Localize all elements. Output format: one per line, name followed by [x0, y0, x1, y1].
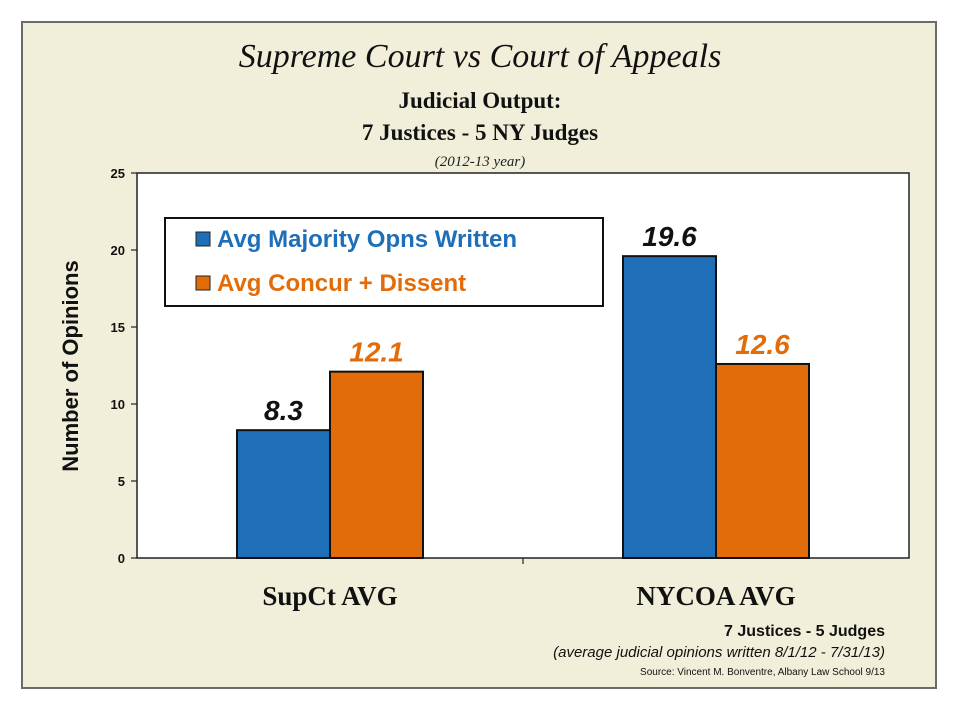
y-tick-label: 5: [118, 474, 125, 489]
data-label: 12.6: [735, 329, 790, 360]
bar: [329, 370, 424, 559]
chart-title: Supreme Court vs Court of Appeals: [238, 38, 722, 75]
y-tick-label: 15: [111, 320, 125, 335]
y-axis: 0 5 10 15 20 25: [111, 166, 137, 566]
chart-subtitle-line2: 7 Justices - 5 NY Judges: [361, 120, 599, 145]
y-tick-label: 10: [111, 397, 125, 412]
y-tick-label: 20: [111, 243, 125, 258]
legend-label: Avg Concur + Dissent: [217, 270, 466, 297]
chart-period: (2012-13 year): [434, 154, 526, 170]
y-tick-label: 0: [118, 551, 125, 566]
x-category-label: NYCOA AVG: [636, 581, 795, 611]
bar: [236, 429, 331, 559]
legend-label: Avg Majority Opns Written: [217, 226, 517, 253]
legend-box: [164, 217, 604, 307]
legend: Avg Majority Opns Written Avg Concur + Di…: [164, 217, 604, 307]
source-note: Source: Vincent M. Bonventre, Albany Law…: [640, 667, 885, 678]
data-label: 8.3: [264, 395, 303, 426]
footnote-counts: 7 Justices - 5 Judges: [724, 623, 885, 640]
y-axis-label: Number of Opinions: [58, 260, 83, 471]
chart-subtitle-line1: Judicial Output:: [398, 88, 562, 113]
footnote-period: (average judicial opinions written 8/1/1…: [553, 644, 885, 661]
x-axis: SupCt AVG NYCOA AVG: [262, 558, 796, 611]
y-tick-label: 25: [111, 166, 125, 181]
bar: [715, 362, 810, 559]
bars: [236, 255, 810, 559]
data-label: 19.6: [642, 221, 697, 252]
x-category-label: SupCt AVG: [262, 581, 397, 611]
data-label: 12.1: [349, 337, 404, 368]
data-labels: 8.3 12.1 19.6 12.6: [264, 221, 790, 426]
legend-swatch: [195, 275, 211, 291]
legend-swatch: [195, 231, 211, 247]
bar: [622, 255, 717, 559]
